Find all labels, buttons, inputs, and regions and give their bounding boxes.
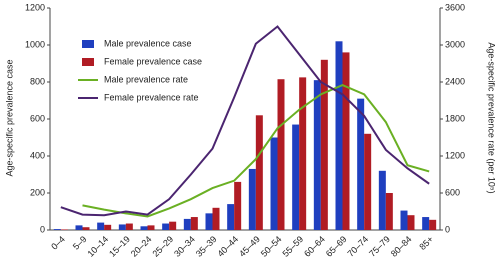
x-tick-label: 75–79 (367, 234, 392, 259)
bar (60, 229, 68, 230)
y2-tick-label: 600 (445, 187, 460, 197)
bar (205, 213, 213, 230)
x-tick-label: 55–59 (280, 234, 305, 259)
bar (429, 219, 437, 230)
bar (255, 115, 263, 230)
x-tick-label: 70–74 (345, 234, 370, 259)
legend-swatch (82, 58, 94, 66)
bar (407, 215, 415, 230)
x-tick-label: 85+ (417, 234, 435, 252)
x-tick-label: 10–14 (85, 234, 110, 259)
y-tick-label: 200 (30, 187, 45, 197)
bar (140, 226, 148, 230)
bar (227, 204, 235, 230)
bar (82, 227, 90, 230)
y-tick-label: 800 (30, 76, 45, 86)
bar (378, 170, 386, 230)
legend-swatch (82, 40, 94, 48)
line (60, 25, 430, 217)
y2-tick-label: 3000 (445, 39, 465, 49)
legend-label: Male prevalence case (104, 38, 192, 48)
bar (270, 137, 278, 230)
x-tick-label: 45–49 (237, 234, 262, 259)
y-tick-label: 0 (40, 224, 45, 234)
x-tick-label: 20–24 (129, 234, 154, 259)
bar (104, 224, 112, 230)
y2-tick-label: 0 (445, 224, 450, 234)
x-tick-label: 0–4 (49, 234, 67, 252)
bar (299, 77, 307, 230)
bar (53, 229, 61, 230)
bar (97, 222, 105, 230)
legend-label: Female prevalence case (104, 56, 202, 66)
line (82, 83, 430, 218)
bar (277, 79, 285, 230)
bar (385, 193, 393, 230)
y-tick-label: 400 (30, 150, 45, 160)
y2-tick-label: 3600 (445, 2, 465, 12)
y2-axis-title: Age-specific prevalence rate (per 10⁵) (487, 42, 497, 193)
legend-label: Female prevalence rate (104, 92, 199, 102)
bar (248, 168, 256, 230)
x-tick-label: 5–9 (71, 234, 89, 252)
x-tick-label: 80–84 (389, 234, 414, 259)
bar (169, 221, 177, 230)
x-tick-label: 60–64 (302, 234, 327, 259)
y-tick-label: 600 (30, 113, 45, 123)
bar (75, 225, 83, 230)
x-tick-label: 50–54 (259, 234, 284, 259)
bar (190, 217, 198, 230)
bar (118, 224, 126, 230)
bar (292, 124, 300, 230)
bar (422, 217, 430, 230)
x-tick-label: 65–69 (324, 234, 349, 259)
bar (162, 223, 170, 230)
bar (234, 181, 242, 230)
bar (335, 41, 343, 230)
y2-tick-label: 1200 (445, 150, 465, 160)
y-axis-title: Age-specific prevalence case (4, 59, 14, 176)
x-tick-label: 25–29 (150, 234, 175, 259)
bar (400, 210, 408, 230)
x-tick-label: 30–34 (172, 234, 197, 259)
bar (125, 223, 133, 230)
y-tick-label: 1000 (25, 39, 45, 49)
x-tick-label: 40–44 (215, 234, 240, 259)
x-tick-label: 35–39 (194, 234, 219, 259)
bar (212, 207, 220, 230)
y2-tick-label: 2400 (445, 76, 465, 86)
bar (147, 225, 155, 230)
bar (183, 218, 191, 230)
bar (364, 133, 372, 230)
y-tick-label: 1200 (25, 2, 45, 12)
bar (342, 52, 350, 231)
bar (357, 98, 365, 231)
bar (313, 80, 321, 231)
x-tick-label: 15–19 (107, 234, 132, 259)
y2-tick-label: 1800 (445, 113, 465, 123)
legend-label: Male prevalence rate (104, 74, 188, 84)
bar (320, 59, 328, 230)
